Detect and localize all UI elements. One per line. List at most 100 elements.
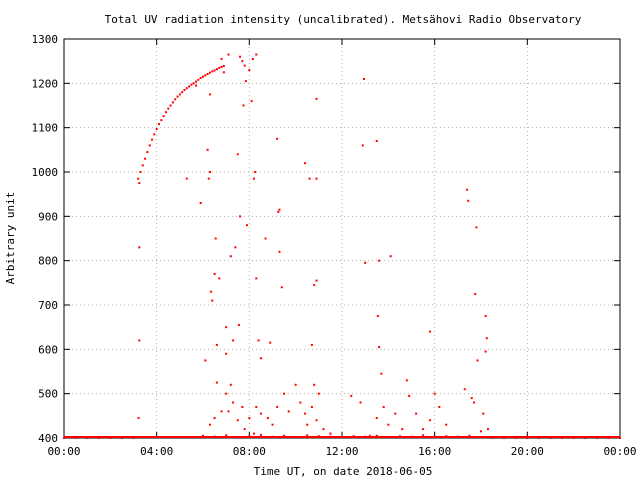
data-point bbox=[232, 401, 235, 404]
data-point bbox=[313, 284, 316, 287]
data-point bbox=[162, 115, 165, 118]
data-point bbox=[359, 401, 362, 404]
y-tick-label: 400 bbox=[38, 432, 58, 445]
data-point bbox=[169, 104, 172, 107]
data-point bbox=[433, 392, 436, 395]
data-point bbox=[222, 71, 225, 74]
data-point bbox=[138, 246, 141, 249]
data-point bbox=[227, 410, 230, 413]
data-point bbox=[190, 83, 193, 86]
data-point bbox=[408, 394, 411, 397]
data-point bbox=[466, 188, 469, 191]
chart-title: Total UV radiation intensity (uncalibrat… bbox=[105, 13, 582, 26]
data-point bbox=[375, 139, 378, 142]
data-point bbox=[405, 379, 408, 382]
data-point bbox=[259, 412, 262, 415]
x-tick-label: 20:00 bbox=[511, 445, 544, 458]
data-point bbox=[445, 423, 448, 426]
data-point bbox=[151, 138, 154, 141]
y-tick-label: 1300 bbox=[32, 33, 59, 46]
x-axis-label: Time UT, on date 2018-06-05 bbox=[254, 465, 433, 478]
data-point bbox=[157, 123, 160, 126]
data-point bbox=[276, 137, 279, 140]
x-tick-label: 00:00 bbox=[47, 445, 80, 458]
data-point bbox=[239, 55, 242, 58]
data-point bbox=[387, 423, 390, 426]
data-point bbox=[470, 397, 473, 400]
data-point bbox=[220, 57, 223, 60]
data-point bbox=[378, 346, 381, 349]
data-point bbox=[232, 339, 235, 342]
data-point bbox=[415, 412, 418, 415]
data-point bbox=[244, 80, 247, 83]
data-point bbox=[255, 53, 258, 56]
data-point bbox=[375, 434, 378, 437]
data-point bbox=[206, 148, 209, 151]
data-point bbox=[248, 69, 251, 72]
data-point bbox=[215, 343, 218, 346]
data-point bbox=[160, 119, 163, 122]
data-point bbox=[185, 177, 188, 180]
data-point bbox=[213, 272, 216, 275]
data-point bbox=[155, 127, 158, 130]
data-point bbox=[463, 388, 466, 391]
data-point bbox=[199, 202, 202, 205]
data-point bbox=[468, 434, 471, 437]
y-tick-label: 1200 bbox=[32, 77, 59, 90]
data-point bbox=[241, 405, 244, 408]
data-point bbox=[422, 428, 425, 431]
data-point bbox=[389, 255, 392, 258]
axis-ticks bbox=[63, 38, 621, 439]
data-point bbox=[181, 91, 184, 94]
data-point bbox=[236, 419, 239, 422]
data-point bbox=[248, 417, 251, 420]
data-point bbox=[363, 77, 366, 80]
data-point bbox=[206, 73, 209, 76]
data-point bbox=[236, 153, 239, 156]
data-point bbox=[229, 255, 232, 258]
data-point bbox=[211, 70, 214, 73]
data-point bbox=[220, 410, 223, 413]
data-point bbox=[237, 323, 240, 326]
data-point bbox=[185, 87, 188, 90]
data-point bbox=[299, 401, 302, 404]
data-point bbox=[215, 68, 218, 71]
data-point bbox=[246, 224, 249, 227]
y-tick-label: 500 bbox=[38, 388, 58, 401]
data-point bbox=[208, 71, 211, 74]
data-point bbox=[202, 75, 204, 78]
data-point bbox=[207, 177, 210, 180]
data-point bbox=[315, 419, 318, 422]
data-point bbox=[197, 78, 200, 81]
data-point bbox=[271, 423, 274, 426]
data-point bbox=[368, 434, 371, 437]
data-point bbox=[376, 315, 379, 318]
data-point bbox=[475, 226, 478, 229]
data-point bbox=[266, 417, 269, 420]
data-point bbox=[252, 432, 255, 435]
data-point bbox=[303, 412, 306, 415]
y-axis-label: Arbitrary unit bbox=[4, 192, 17, 285]
data-point bbox=[210, 290, 213, 293]
data-point bbox=[225, 434, 228, 437]
data-point bbox=[467, 199, 470, 202]
data-point bbox=[174, 98, 177, 101]
data-point bbox=[176, 95, 179, 98]
data-point bbox=[215, 381, 218, 384]
y-tick-label: 700 bbox=[38, 299, 58, 312]
data-point bbox=[315, 279, 318, 282]
data-point bbox=[276, 405, 279, 408]
data-point bbox=[225, 326, 228, 329]
data-point bbox=[269, 341, 272, 344]
data-point bbox=[213, 69, 216, 72]
data-point bbox=[218, 66, 221, 69]
data-point bbox=[239, 215, 242, 218]
y-tick-label: 600 bbox=[38, 343, 58, 356]
data-point bbox=[287, 410, 290, 413]
data-point bbox=[202, 434, 204, 437]
data-point bbox=[306, 423, 309, 426]
data-point bbox=[361, 144, 364, 147]
data-point bbox=[139, 171, 142, 173]
data-point bbox=[313, 383, 316, 386]
data-point bbox=[474, 292, 477, 295]
